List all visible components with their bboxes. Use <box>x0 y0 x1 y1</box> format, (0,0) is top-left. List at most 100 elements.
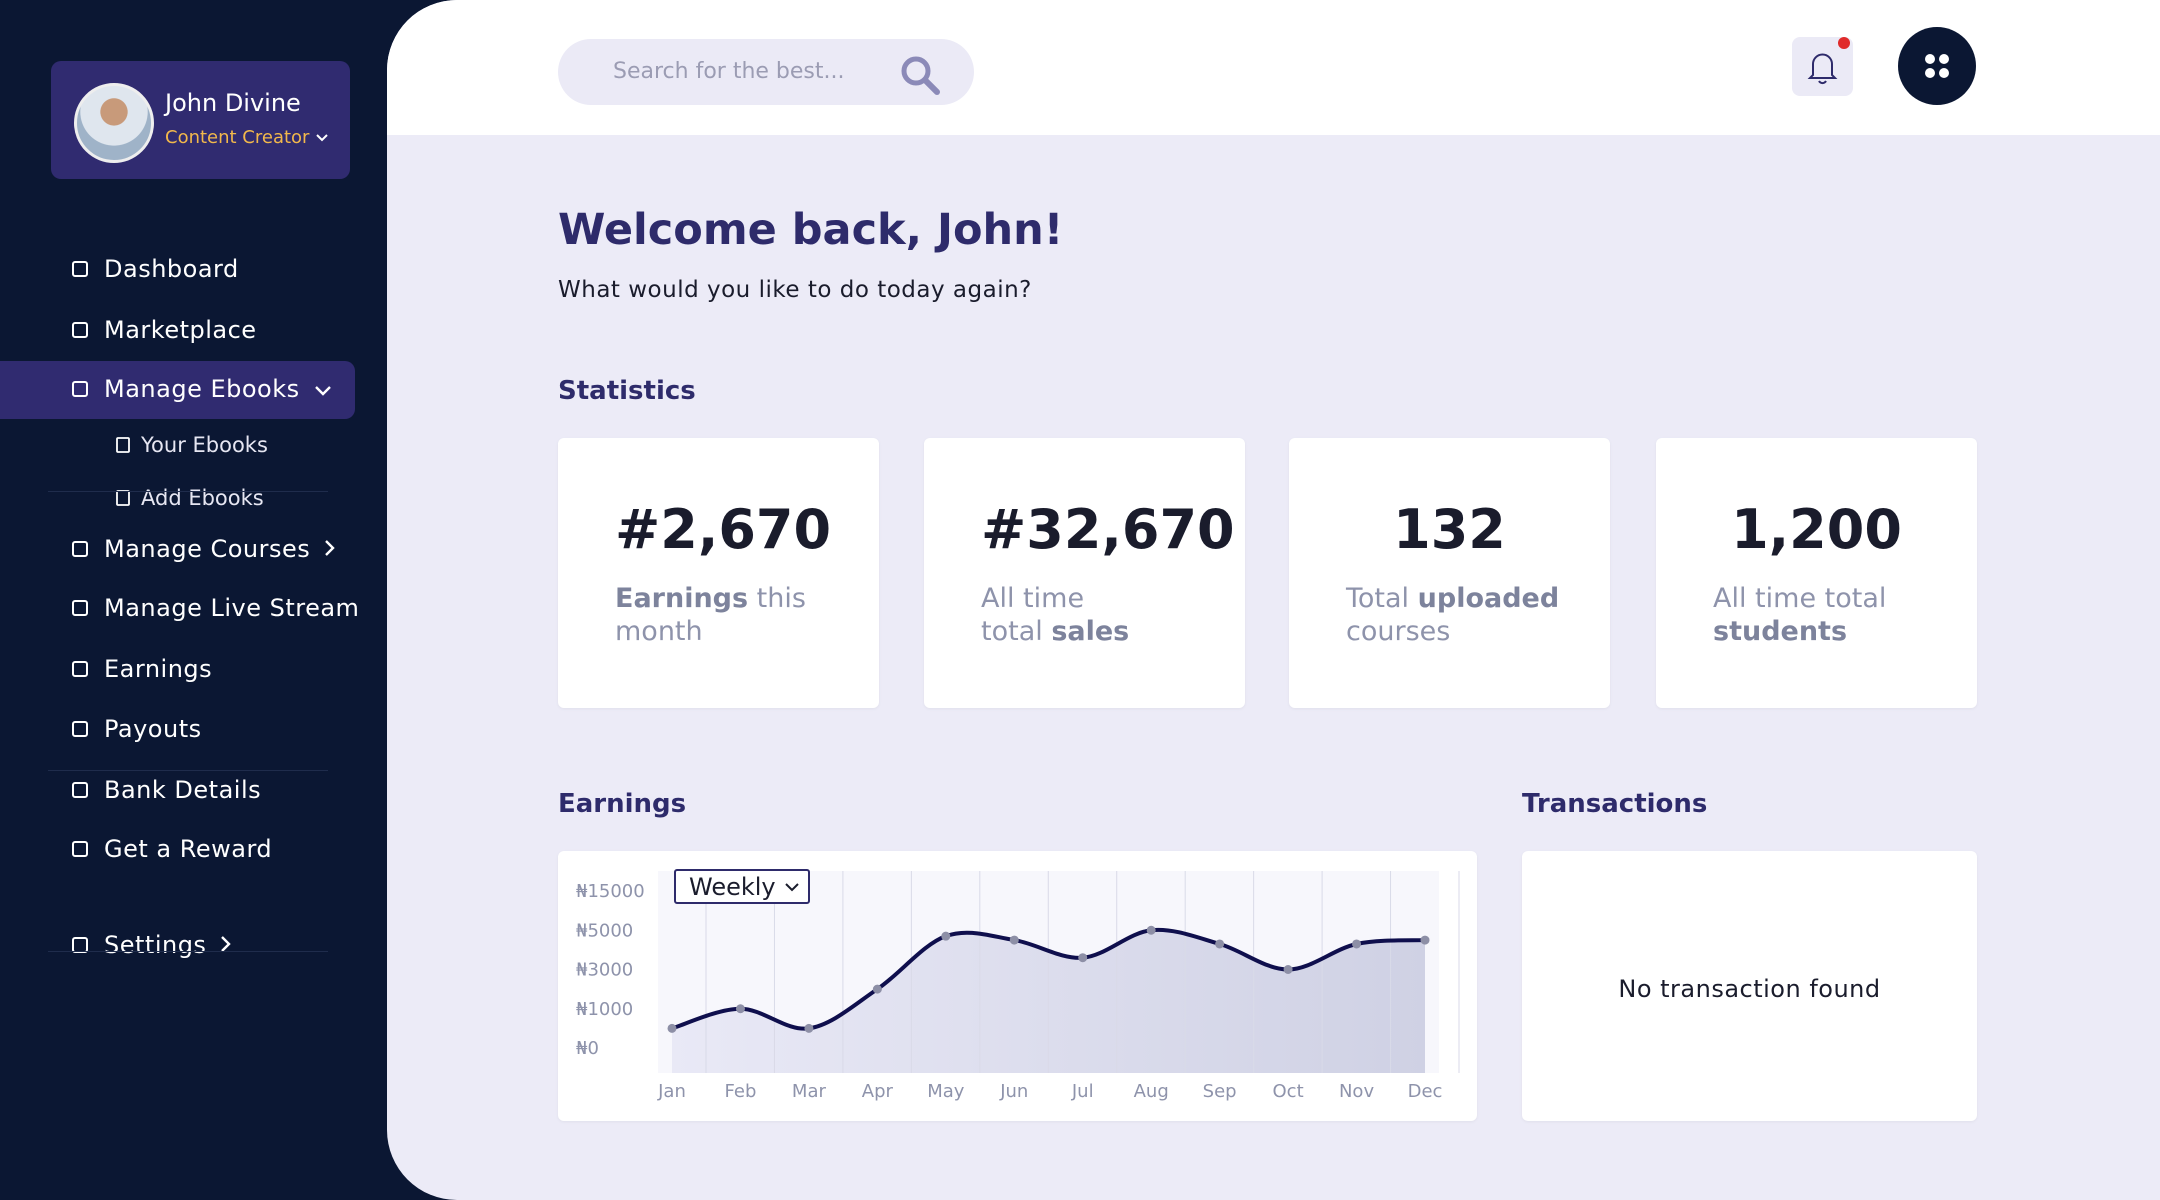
profile-card[interactable]: John Divine Content Creator <box>51 61 350 179</box>
stat-label-text: courses <box>1346 616 1451 647</box>
nav-icon <box>72 661 88 677</box>
point <box>1078 953 1088 963</box>
divider <box>48 770 328 771</box>
period-dropdown[interactable]: Weekly <box>674 869 810 904</box>
stat-label-text: this <box>748 583 806 614</box>
stat-label: Total uploaded courses <box>1346 582 1559 648</box>
x-tick-label: Mar <box>792 1081 827 1102</box>
x-tick-label: Jan <box>657 1081 686 1102</box>
nav-label: Dashboard <box>104 255 239 283</box>
bell-icon <box>1807 37 1850 85</box>
stat-value: 132 <box>1393 498 1506 561</box>
period-label: Weekly <box>689 872 776 901</box>
chart: ₦15000 ₦5000 ₦3000 ₦1000 ₦0 Jan Feb Mar Apr May Ju… <box>576 871 1460 1102</box>
x-tick-label: Feb <box>725 1081 757 1102</box>
chevron <box>220 931 232 959</box>
nav-item[interactable]: Manage Live Stream <box>70 594 359 622</box>
nav-icon <box>72 261 88 277</box>
stat-card: #2,670 Earnings this month <box>558 438 879 708</box>
nav-item[interactable]: Payouts <box>70 715 202 743</box>
point <box>941 931 951 941</box>
nav-label: Manage Ebooks <box>104 375 300 403</box>
nav-label: Earnings <box>104 655 213 683</box>
y-tick-label: ₦3000 <box>576 960 633 981</box>
apps-icon <box>1925 54 1949 78</box>
transactions-empty: No transaction found <box>1618 975 1881 1003</box>
transactions-title: Transactions <box>1522 789 1708 819</box>
nav-item[interactable]: Dashboard <box>70 255 239 283</box>
nav-active-bg <box>0 361 355 419</box>
y-tick-label: ₦5000 <box>576 920 633 941</box>
point <box>1009 935 1019 945</box>
nav-subitem[interactable]: Add Ebooks <box>115 486 264 510</box>
notification-button[interactable] <box>1792 37 1853 96</box>
stat-label-text: month <box>615 616 703 647</box>
stat-label-line: students <box>1713 615 1886 648</box>
x-tick-label: Oct <box>1273 1081 1304 1102</box>
profile-name: John Divine <box>165 89 301 117</box>
stat-label-line: total sales <box>981 615 1129 648</box>
nav-item[interactable]: Earnings <box>70 655 212 683</box>
divider <box>48 491 328 492</box>
point <box>1352 939 1362 949</box>
nav-item[interactable]: Marketplace <box>70 316 257 344</box>
x-tick-label: Jun <box>999 1081 1028 1102</box>
nav-label: Marketplace <box>104 316 257 344</box>
chevron <box>784 882 799 891</box>
stat-label: All time total students <box>1713 582 1886 648</box>
search-box[interactable]: Search for the best... <box>558 39 974 105</box>
search-icon[interactable] <box>898 53 942 97</box>
point <box>1215 939 1225 949</box>
stat-label-text: uploaded <box>1417 583 1560 614</box>
point <box>1283 965 1293 974</box>
nav-item[interactable]: Manage Courses <box>70 535 336 563</box>
nav-icon <box>72 721 88 737</box>
chevron <box>316 133 329 141</box>
stat-label-text: Earnings <box>615 583 749 614</box>
nav-item[interactable]: Settings <box>70 931 232 959</box>
chevron <box>314 375 332 403</box>
transactions-card: No transaction found <box>1522 851 1977 1121</box>
nav-item[interactable]: Bank Details <box>70 776 261 804</box>
stat-label-line: courses <box>1346 615 1559 648</box>
x-tick-label: Sep <box>1203 1081 1237 1102</box>
stat-label-line: Total uploaded <box>1346 582 1559 615</box>
x-tick-label: Dec <box>1408 1081 1443 1102</box>
nav-subitem[interactable]: Your Ebooks <box>115 433 268 457</box>
divider <box>48 951 328 952</box>
nav-icon <box>72 322 88 338</box>
profile-role-text: Content Creator <box>165 127 310 148</box>
statistics-title: Statistics <box>558 376 696 406</box>
nav-label: Settings <box>104 931 207 959</box>
x-tick-label: May <box>927 1081 965 1102</box>
stat-label-text: sales <box>1051 616 1130 647</box>
point <box>1420 935 1430 945</box>
x-tick-label: Aug <box>1134 1081 1169 1102</box>
stat-label-text: All time total <box>1713 583 1887 614</box>
x-tick-label: Apr <box>862 1081 894 1102</box>
point <box>735 1004 745 1014</box>
nav-icon <box>72 937 88 953</box>
stat-card: 1,200 All time total students <box>1656 438 1977 708</box>
nav-label: Bank Details <box>104 776 262 804</box>
stat-value: #2,670 <box>615 498 832 561</box>
nav-item[interactable]: Manage Ebooks <box>70 375 332 403</box>
nav-label: Manage Courses <box>104 535 311 563</box>
nav-icon <box>72 782 88 798</box>
nav-sublabel: Your Ebooks <box>141 433 268 457</box>
apps-button[interactable] <box>1898 27 1976 105</box>
x-tick-label: Nov <box>1339 1081 1374 1102</box>
stat-label-line: Earnings this <box>615 582 806 615</box>
point <box>804 1023 814 1033</box>
stat-label: All time total sales <box>981 582 1129 648</box>
nav-item[interactable]: Get a Reward <box>70 835 272 863</box>
nav-icon <box>72 541 88 557</box>
welcome-subtitle: What would you like to do today again? <box>558 277 1032 303</box>
profile-role: Content Creator <box>165 127 329 148</box>
stat-label-line: All time <box>981 582 1129 615</box>
nav-label: Manage Live Stream <box>104 594 360 622</box>
stat-value: 1,200 <box>1731 498 1902 561</box>
stat-label: Earnings this month <box>615 582 806 648</box>
stat-label-text: total <box>981 616 1052 647</box>
